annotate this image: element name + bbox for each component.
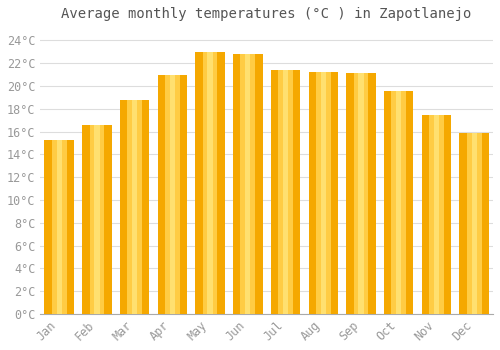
Bar [240,54,255,314]
Bar [208,52,212,314]
Bar [56,140,62,314]
Bar [170,75,175,314]
Bar [82,125,112,314]
Bar [165,75,180,314]
Bar [196,52,225,314]
Bar [202,52,218,314]
Bar [245,54,250,314]
Bar [128,100,142,314]
Bar [396,91,402,314]
Bar [320,72,326,314]
Bar [94,125,100,314]
Bar [316,72,330,314]
Bar [429,114,444,314]
Bar [434,114,439,314]
Bar [278,70,293,314]
Bar [158,75,187,314]
Bar [132,100,138,314]
Bar [44,140,74,314]
Title: Average monthly temperatures (°C ) in Zapotlanejo: Average monthly temperatures (°C ) in Za… [62,7,472,21]
Bar [422,114,451,314]
Bar [472,133,477,314]
Bar [52,140,66,314]
Bar [384,91,414,314]
Bar [271,70,300,314]
Bar [283,70,288,314]
Bar [354,74,368,314]
Bar [233,54,262,314]
Bar [467,133,481,314]
Bar [120,100,150,314]
Bar [90,125,104,314]
Bar [358,74,364,314]
Bar [460,133,489,314]
Bar [392,91,406,314]
Bar [308,72,338,314]
Bar [346,74,376,314]
